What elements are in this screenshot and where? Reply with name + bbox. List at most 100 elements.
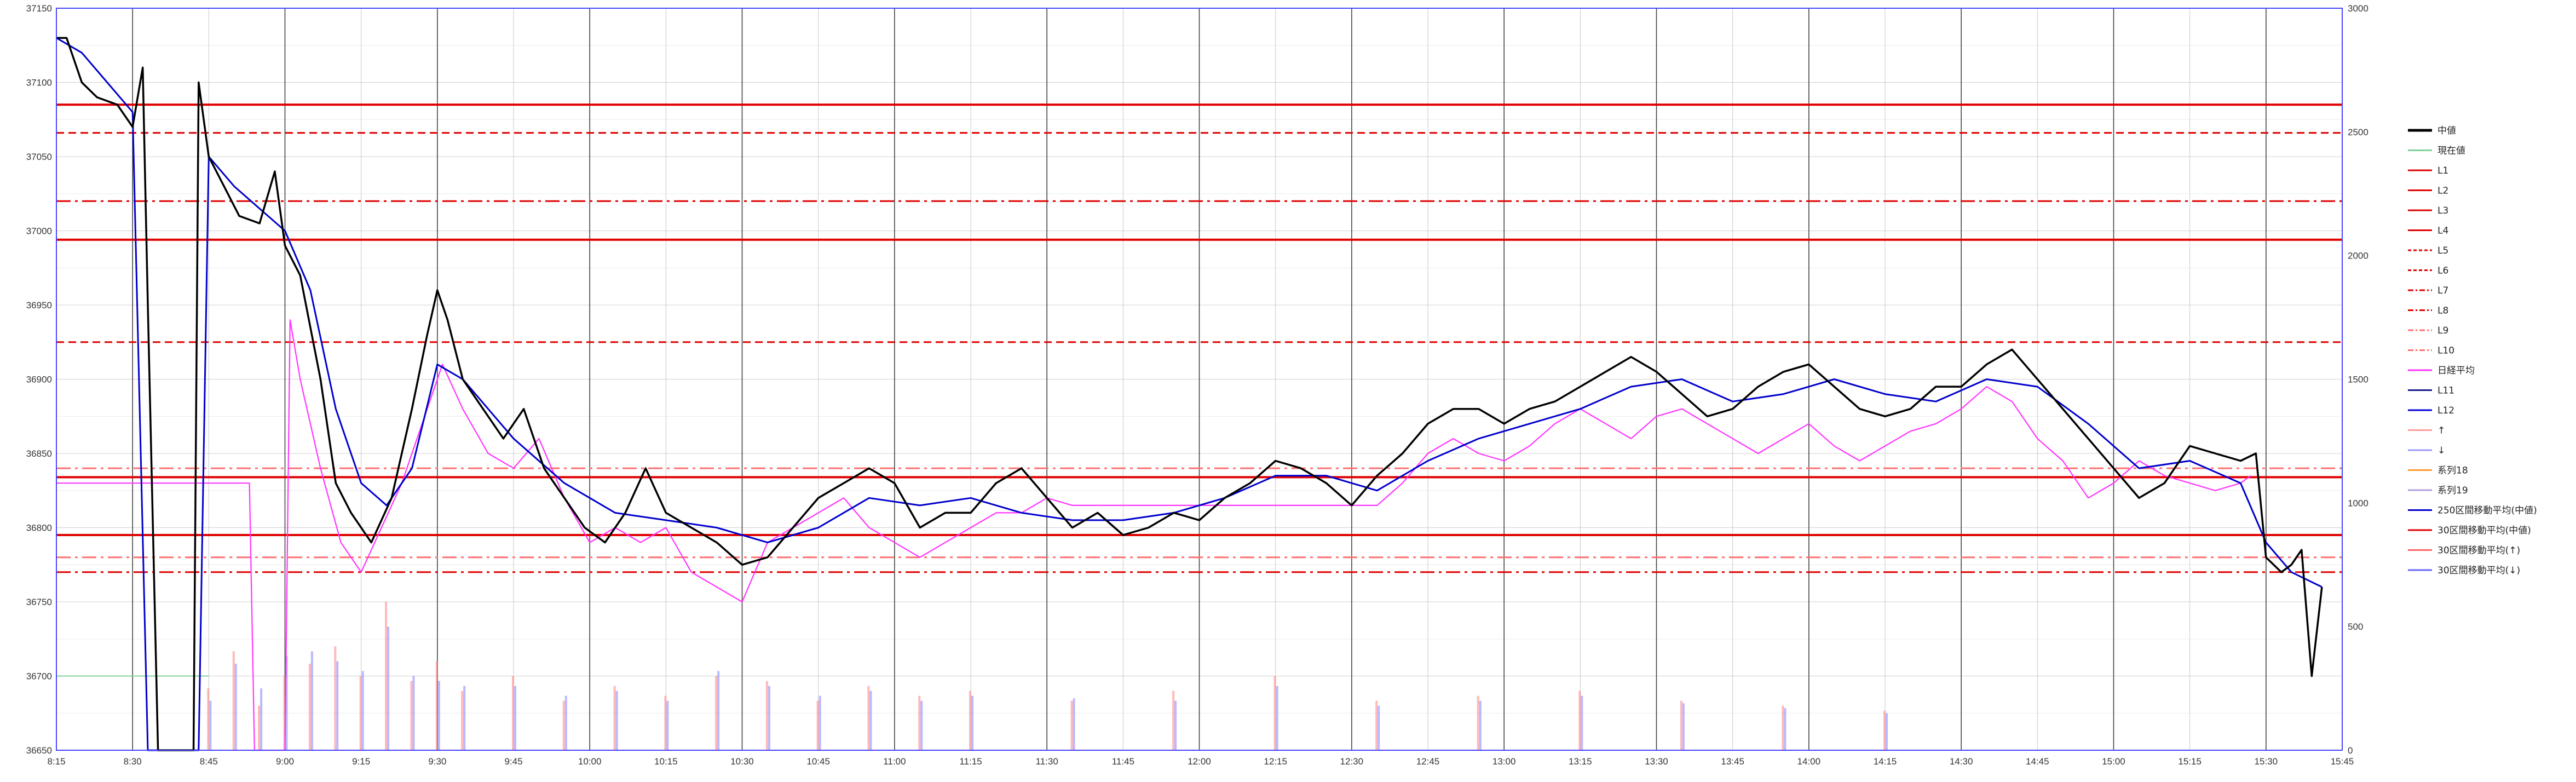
y-tick-label-right: 0 bbox=[2348, 745, 2353, 756]
volume-bar bbox=[207, 688, 210, 750]
x-tick-label: 13:45 bbox=[1721, 756, 1744, 767]
volume-bar bbox=[867, 686, 870, 750]
legend-label: 30区間移動平均(↑) bbox=[2437, 545, 2520, 556]
legend-label: 現在値 bbox=[2437, 146, 2465, 157]
volume-bar bbox=[1276, 686, 1278, 750]
volume-bar bbox=[613, 686, 616, 750]
y-tick-label-right: 2000 bbox=[2348, 251, 2368, 261]
legend-label: ↑ bbox=[2437, 426, 2445, 436]
y-axis-right: 0 500 1000 1500 2000 2500 3000 bbox=[2348, 3, 2368, 756]
y-tick-label-right: 1000 bbox=[2348, 498, 2368, 508]
y-tick-label-left: 36800 bbox=[26, 523, 52, 533]
y-tick-label-left: 37150 bbox=[26, 3, 52, 14]
volume-bar bbox=[1883, 710, 1886, 750]
volume-bar bbox=[285, 656, 288, 750]
y-axis-left: 36650 36700 36750 36800 36850 36900 36950 37000… bbox=[26, 3, 52, 756]
y-tick-label-right: 2500 bbox=[2348, 127, 2368, 137]
y-tick-label-right: 1500 bbox=[2348, 375, 2368, 385]
legend-label: L4 bbox=[2437, 226, 2448, 237]
x-tick-label: 12:00 bbox=[1188, 756, 1211, 767]
x-tick-label: 9:45 bbox=[504, 756, 522, 767]
volume-bar bbox=[334, 646, 337, 750]
volume-bar bbox=[918, 695, 921, 750]
legend-label: L3 bbox=[2437, 205, 2448, 216]
y-tick-label-right: 3000 bbox=[2348, 3, 2368, 14]
volume-bar bbox=[283, 676, 286, 750]
volume-bar bbox=[412, 676, 415, 750]
legend-label: L10 bbox=[2437, 346, 2454, 357]
volume-bar bbox=[385, 602, 388, 750]
y-tick-label-left: 36900 bbox=[26, 375, 52, 385]
volume-bar bbox=[765, 681, 768, 750]
x-tick-label: 13:15 bbox=[1569, 756, 1592, 767]
volume-bar bbox=[664, 695, 667, 750]
legend-label: 系列19 bbox=[2437, 485, 2468, 496]
x-tick-label: 14:45 bbox=[2026, 756, 2049, 767]
volume-bar bbox=[1784, 708, 1787, 750]
volume-bar bbox=[615, 691, 618, 750]
volume-bar bbox=[969, 691, 971, 750]
volume-bar bbox=[1273, 676, 1276, 750]
legend-label: L2 bbox=[2437, 186, 2448, 197]
x-tick-label: 14:15 bbox=[1874, 756, 1897, 767]
volume-bar bbox=[1680, 700, 1682, 750]
legend-label: L9 bbox=[2437, 325, 2448, 336]
legend-label: 中値 bbox=[2437, 125, 2456, 136]
volume-bar bbox=[209, 700, 212, 750]
volume-bar bbox=[359, 676, 362, 750]
volume-bar bbox=[361, 671, 364, 750]
volume-bar bbox=[310, 651, 313, 750]
volume-bar bbox=[336, 661, 339, 750]
volume-bar bbox=[1578, 691, 1581, 750]
x-tick-label: 9:30 bbox=[428, 756, 446, 767]
y-tick-label-left: 36650 bbox=[26, 745, 52, 756]
volume-bar bbox=[717, 671, 720, 750]
volume-bar bbox=[1172, 691, 1175, 750]
x-tick-label: 14:30 bbox=[1950, 756, 1973, 767]
volume-bar bbox=[387, 626, 390, 750]
volume-bar bbox=[232, 651, 235, 750]
volume-bar bbox=[1073, 698, 1075, 750]
x-tick-label: 11:45 bbox=[1112, 756, 1134, 767]
volume-bar bbox=[819, 695, 821, 750]
volume-bar bbox=[1479, 700, 1482, 750]
y-tick-label-left: 36700 bbox=[26, 671, 52, 682]
legend-label: 系列18 bbox=[2437, 465, 2468, 476]
x-tick-label: 8:45 bbox=[200, 756, 218, 767]
volume-bar bbox=[869, 691, 872, 750]
x-tick-label: 11:15 bbox=[959, 756, 982, 767]
volume-bar bbox=[258, 705, 261, 750]
volume-bar bbox=[435, 661, 438, 750]
y-tick-label-left: 37050 bbox=[26, 152, 52, 162]
x-tick-label: 9:15 bbox=[352, 756, 370, 767]
volume-bar bbox=[1782, 705, 1784, 750]
level-lines bbox=[56, 104, 2342, 573]
legend-label: 30区間移動平均(中値) bbox=[2437, 525, 2531, 536]
volume-bar bbox=[715, 676, 718, 750]
grid-lines bbox=[56, 8, 2343, 751]
plot-border bbox=[56, 8, 2343, 751]
series-line bbox=[56, 37, 2323, 751]
x-tick-label: 15:45 bbox=[2331, 756, 2354, 767]
volume-bar bbox=[437, 681, 440, 750]
volume-bar bbox=[260, 688, 263, 750]
y-tick-label-left: 36750 bbox=[26, 597, 52, 607]
legend-label: L1 bbox=[2437, 165, 2448, 176]
volume-bars bbox=[207, 602, 1888, 750]
legend-label: L6 bbox=[2437, 266, 2448, 277]
x-tick-label: 11:00 bbox=[883, 756, 906, 767]
volume-bar bbox=[768, 686, 770, 750]
volume-bar bbox=[1375, 700, 1378, 750]
volume-bar bbox=[666, 700, 669, 750]
legend-label: ↓ bbox=[2437, 445, 2445, 456]
volume-bar bbox=[562, 700, 565, 750]
x-tick-label: 8:15 bbox=[47, 756, 65, 767]
series-lines bbox=[56, 37, 2323, 751]
volume-bar bbox=[1477, 695, 1479, 750]
volume-bar bbox=[512, 676, 514, 750]
x-tick-label: 9:00 bbox=[276, 756, 294, 767]
volume-bar bbox=[1581, 695, 1583, 750]
x-tick-label: 13:30 bbox=[1645, 756, 1668, 767]
volume-bar bbox=[410, 681, 413, 750]
volume-bar bbox=[816, 700, 819, 750]
